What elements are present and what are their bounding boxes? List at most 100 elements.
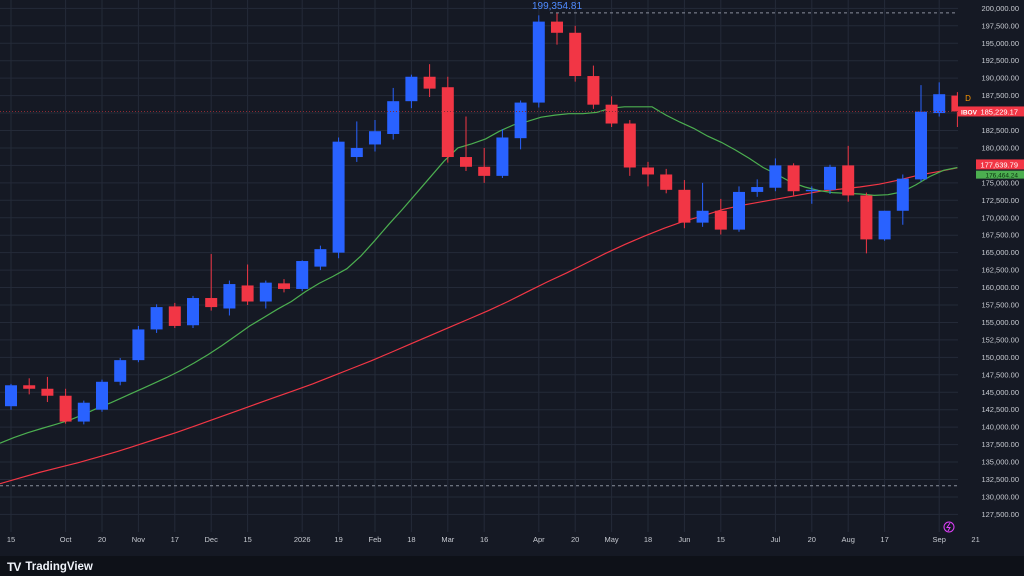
price-axis-background	[958, 0, 1024, 556]
candle-down	[787, 163, 800, 196]
time-tick-label: 21	[971, 535, 979, 544]
candle-body	[824, 166, 836, 190]
candle-up	[132, 325, 145, 363]
candle-up	[259, 280, 272, 309]
time-axis[interactable]: 15 Oct 20 Nov 17 Dec 15 2026 19 Feb 18 Mar 16 Apr 20 Ma…	[7, 535, 980, 544]
candle-down	[205, 254, 218, 311]
price-tick-label: 170,000.00	[981, 213, 1019, 222]
time-tick-label: Dec	[205, 535, 219, 544]
candle-body	[168, 306, 181, 326]
candle-body	[296, 261, 309, 289]
candle-body	[805, 189, 818, 192]
time-tick-label: Aug	[842, 535, 855, 544]
candle-body	[332, 141, 345, 253]
candle-down	[642, 161, 654, 187]
price-tick-label: 132,500.00	[981, 475, 1019, 484]
candle-down	[41, 376, 54, 403]
candle-up	[496, 129, 509, 178]
moving-average-slow	[0, 167, 958, 485]
price-tick-label: 127,500.00	[981, 510, 1019, 519]
candle-body	[842, 165, 855, 196]
candle-body	[551, 21, 563, 33]
candle-up	[332, 137, 345, 259]
candle-down	[678, 180, 691, 229]
price-tick-label: 135,000.00	[981, 458, 1019, 467]
price-tick-label: 190,000.00	[981, 74, 1019, 83]
price-tick-label: 162,500.00	[981, 266, 1019, 275]
time-tick-label: 20	[98, 535, 106, 544]
reference-lines	[0, 12, 958, 487]
time-tick-label: Jul	[771, 535, 781, 544]
candle-body	[514, 102, 527, 139]
candle-up	[896, 174, 909, 225]
time-tick-label: 19	[334, 535, 342, 544]
candle-body	[77, 402, 90, 422]
candle-up	[5, 383, 17, 410]
price-tick-label: 195,000.00	[981, 39, 1019, 48]
candle-body	[787, 165, 800, 192]
price-tick-label: 197,500.00	[981, 21, 1019, 30]
time-tick-label: 17	[171, 535, 179, 544]
price-chart[interactable]: 127,500.00 130,000.00 132,500.00 135,000.00…	[0, 0, 1024, 556]
candle-up	[696, 182, 709, 227]
candle-body	[5, 385, 17, 407]
candle-body	[878, 210, 891, 240]
candle-up	[805, 186, 818, 204]
price-tick-label: 175,000.00	[981, 178, 1019, 187]
price-tick-label: 137,500.00	[981, 440, 1019, 449]
candle-body	[223, 284, 236, 309]
candle-body	[605, 104, 618, 124]
candle-body	[696, 210, 709, 223]
candle-down	[842, 145, 855, 202]
ma-fast-label: 176,464.24	[985, 173, 1018, 180]
candle-up	[350, 121, 363, 162]
time-tick-label: Sep	[933, 535, 946, 544]
candle-down	[59, 388, 72, 424]
candle-body	[278, 283, 290, 289]
candle-body	[460, 157, 472, 167]
ticker-badge-label: IBOV	[961, 109, 978, 116]
time-tick-label: Apr	[533, 535, 545, 544]
candle-up	[769, 158, 782, 192]
tradingview-logo-icon: TV	[7, 560, 21, 574]
candle-up	[96, 379, 108, 412]
chart-background	[0, 0, 1024, 556]
candle-body	[314, 249, 327, 267]
candle-up	[733, 186, 745, 232]
price-tick-label: 180,000.00	[981, 143, 1019, 152]
price-tick-label: 157,500.00	[981, 301, 1019, 310]
candle-up	[369, 120, 381, 152]
candle-down	[478, 147, 491, 183]
price-tick-label: 160,000.00	[981, 283, 1019, 292]
candle-body	[41, 388, 54, 396]
price-tick-label: 140,000.00	[981, 423, 1019, 432]
time-tick-label: 18	[407, 535, 415, 544]
candle-body	[587, 76, 600, 105]
time-tick-label: Feb	[369, 535, 382, 544]
lightning-icon	[943, 521, 955, 533]
candle-body	[387, 101, 400, 134]
price-tick-label: 147,500.00	[981, 370, 1019, 379]
price-tick-label: 152,500.00	[981, 335, 1019, 344]
candle-down	[423, 64, 436, 97]
candle-down	[460, 116, 472, 171]
price-axis[interactable]: 127,500.00 130,000.00 132,500.00 135,000.00…	[958, 0, 1024, 556]
price-tick-label: 167,500.00	[981, 231, 1019, 240]
candle-body	[496, 137, 509, 176]
candle-body	[423, 76, 436, 89]
time-tick-label: 17	[880, 535, 888, 544]
candle-body	[660, 174, 673, 190]
candle-down	[278, 279, 290, 293]
candle-body	[132, 329, 145, 361]
candle-down	[569, 25, 582, 82]
candle-up	[933, 82, 946, 117]
candle-body	[259, 282, 272, 302]
candle-up	[514, 100, 527, 150]
candle-body	[569, 32, 582, 77]
tradingview-logo[interactable]: TV TradingView	[7, 560, 93, 574]
candle-down	[714, 198, 727, 235]
candle-body	[769, 165, 782, 188]
candle-down	[23, 378, 36, 395]
candle-body	[114, 360, 127, 382]
candle-body	[369, 131, 381, 145]
